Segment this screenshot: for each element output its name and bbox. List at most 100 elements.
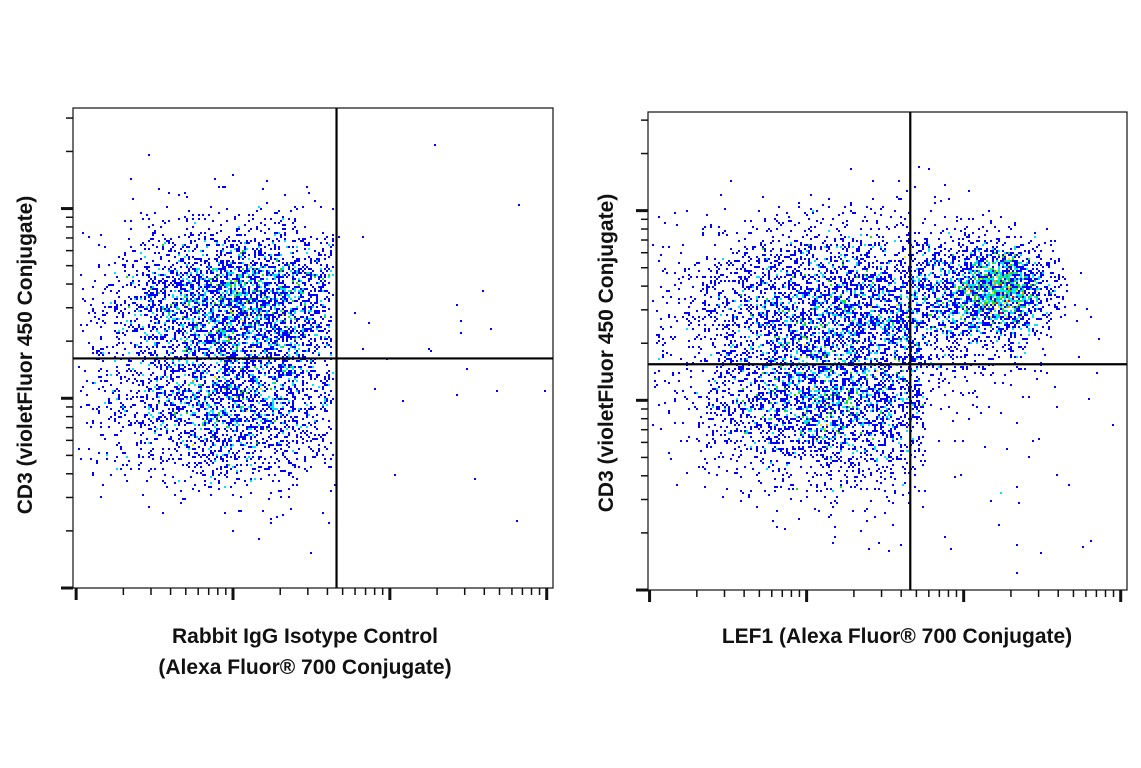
data-point	[268, 462, 270, 464]
data-point	[272, 406, 274, 408]
data-point	[204, 304, 206, 306]
data-point	[798, 340, 800, 342]
data-point	[170, 414, 172, 416]
data-point	[118, 416, 120, 418]
data-point	[320, 270, 322, 272]
data-point	[292, 300, 294, 302]
data-point	[230, 366, 232, 368]
data-point	[230, 392, 232, 394]
data-point	[280, 496, 282, 498]
data-point	[854, 266, 856, 268]
data-point	[256, 418, 258, 420]
data-point	[290, 508, 292, 510]
data-point	[210, 312, 212, 314]
data-point	[210, 318, 212, 320]
data-point	[302, 266, 304, 268]
data-point	[298, 278, 300, 280]
data-point	[158, 274, 160, 276]
data-point	[98, 354, 100, 356]
data-point	[100, 338, 102, 340]
data-point	[272, 274, 274, 276]
data-point	[310, 378, 312, 380]
data-point	[232, 394, 234, 396]
data-point	[220, 284, 222, 286]
data-point	[260, 432, 262, 434]
data-point	[238, 306, 240, 308]
data-point	[316, 310, 318, 312]
data-point	[260, 346, 262, 348]
data-point	[170, 270, 172, 272]
data-point	[202, 318, 204, 320]
data-point	[160, 274, 162, 276]
data-point	[310, 466, 312, 468]
data-point	[300, 330, 302, 332]
data-point	[264, 364, 266, 366]
data-point	[164, 274, 166, 276]
data-point	[242, 436, 244, 438]
data-point	[324, 408, 326, 410]
data-point	[250, 332, 252, 334]
data-point	[208, 284, 210, 286]
data-point	[272, 400, 274, 402]
data-point	[286, 424, 288, 426]
data-point	[796, 296, 798, 298]
data-point	[248, 366, 250, 368]
data-point	[208, 392, 210, 394]
data-point	[298, 238, 300, 240]
data-point	[278, 442, 280, 444]
data-point	[250, 312, 252, 314]
data-point	[238, 276, 240, 278]
data-point	[174, 244, 176, 246]
data-point	[210, 340, 212, 342]
data-point	[240, 266, 242, 268]
data-point	[298, 286, 300, 288]
data-point	[144, 248, 146, 250]
data-point	[140, 400, 142, 402]
data-point	[318, 434, 320, 436]
data-point	[84, 300, 86, 302]
data-point	[176, 418, 178, 420]
data-point	[268, 274, 270, 276]
data-point	[242, 366, 244, 368]
data-point	[236, 296, 238, 298]
data-point	[300, 288, 302, 290]
data-point	[186, 390, 188, 392]
data-point	[292, 484, 294, 486]
data-point	[280, 366, 282, 368]
data-point	[114, 330, 116, 332]
data-point	[264, 322, 266, 324]
data-point	[128, 326, 130, 328]
data-point	[304, 394, 306, 396]
data-point	[308, 294, 310, 296]
data-point	[198, 214, 200, 216]
data-point	[224, 408, 226, 410]
data-point	[242, 312, 244, 314]
data-point	[236, 350, 238, 352]
data-point	[232, 240, 234, 242]
data-point	[232, 408, 234, 410]
data-point	[198, 408, 200, 410]
data-point	[232, 352, 234, 354]
data-point	[166, 432, 168, 434]
data-point	[298, 324, 300, 326]
data-point	[266, 282, 268, 284]
data-point	[210, 336, 212, 338]
data-point	[228, 264, 230, 266]
data-point	[288, 336, 290, 338]
data-point	[900, 272, 902, 274]
data-point	[328, 320, 330, 322]
data-point	[236, 300, 238, 302]
data-point	[102, 302, 104, 304]
data-point	[278, 316, 280, 318]
data-point	[290, 374, 292, 376]
data-point	[240, 312, 242, 314]
data-point	[272, 292, 274, 294]
data-point	[154, 360, 156, 362]
data-point	[324, 306, 326, 308]
data-point	[180, 432, 182, 434]
data-point	[192, 412, 194, 414]
data-point	[734, 356, 736, 358]
data-point	[158, 388, 160, 390]
data-point	[162, 312, 164, 314]
data-point	[200, 406, 202, 408]
